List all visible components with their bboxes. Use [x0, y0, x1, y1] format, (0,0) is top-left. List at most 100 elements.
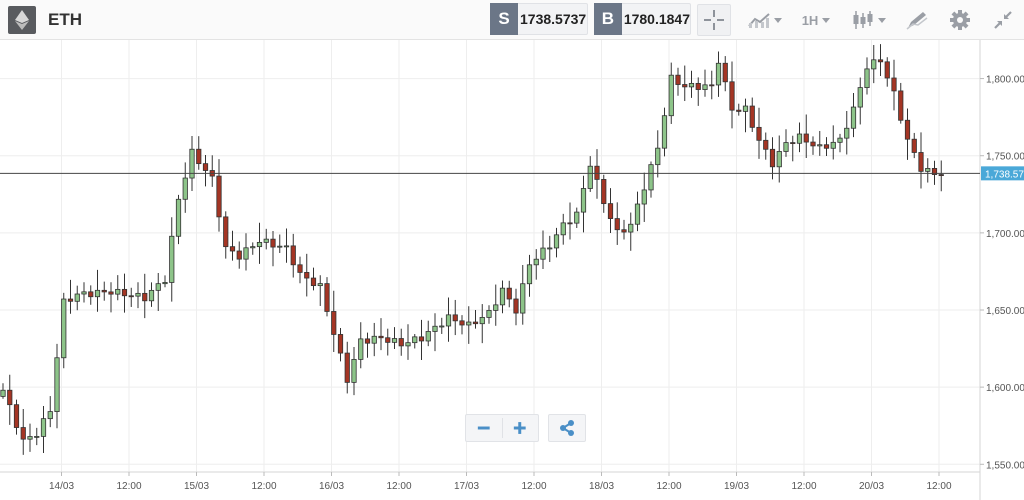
candle-body	[844, 127, 850, 139]
timeframe-label: 1H	[801, 12, 819, 28]
candle-body	[148, 289, 155, 302]
candle-body	[601, 179, 607, 205]
candle-body	[688, 82, 695, 88]
buy-price: 1780.1847	[623, 11, 690, 27]
candle-body	[655, 147, 661, 166]
candle-body	[871, 59, 877, 70]
candle-body	[830, 141, 836, 149]
candle-body	[466, 321, 472, 326]
candle-body	[499, 287, 506, 306]
candle-body	[418, 336, 425, 342]
candle-body	[891, 77, 897, 92]
crosshair-button[interactable]	[697, 4, 731, 36]
candle-body	[749, 105, 755, 128]
candle-body	[661, 115, 668, 149]
candle-body	[439, 325, 445, 328]
price-chart[interactable]: 1,800.00 1,750.00 1,700.00 1,650.00 1,600.00…	[0, 40, 1024, 500]
zoom-out-button[interactable]	[466, 415, 502, 441]
candle-body	[243, 247, 249, 260]
x-tick-label: 16/03	[319, 481, 344, 492]
sell-price: 1738.5737	[520, 11, 587, 27]
collapse-button[interactable]	[990, 4, 1016, 36]
candle-body	[88, 291, 94, 298]
sell-price-button[interactable]: S 1738.5737	[490, 3, 588, 35]
candle-body	[283, 245, 290, 248]
candle-body	[803, 133, 809, 143]
candle-body	[817, 144, 823, 147]
chart-type-button[interactable]	[744, 4, 786, 36]
candle-body	[614, 218, 620, 231]
candle-body	[850, 106, 857, 129]
candle-body	[344, 352, 350, 383]
buy-price-button[interactable]: B 1780.1847	[594, 3, 691, 35]
draw-tool-icon	[906, 12, 928, 30]
candle-body	[256, 241, 263, 248]
zoom-in-button[interactable]	[502, 415, 538, 441]
candle-body	[756, 126, 762, 141]
candle-body	[142, 292, 148, 302]
line-chart-icon	[748, 13, 770, 28]
candle-body	[0, 389, 6, 397]
candle-body	[412, 336, 418, 344]
candle-body	[317, 283, 323, 287]
candle-body	[182, 177, 188, 200]
candle-body	[911, 138, 917, 153]
current-price-tag	[981, 166, 1024, 181]
x-tick-label: 12:00	[521, 481, 546, 492]
chart-toolbar: ETH S 1738.5737 B 1780.1847 1H	[0, 0, 1024, 40]
candle-body	[263, 238, 269, 243]
candle-body	[20, 427, 26, 440]
candle-body	[506, 287, 512, 300]
candle-body	[67, 298, 74, 302]
candle-body	[290, 245, 296, 266]
candle-body	[513, 298, 519, 314]
candle-body	[675, 74, 681, 85]
settings-button[interactable]	[946, 4, 974, 36]
candle-body	[729, 81, 735, 111]
candle-body	[682, 84, 688, 88]
candle-body	[560, 222, 566, 236]
timeframe-select[interactable]: 1H	[798, 4, 834, 36]
y-tick-label: 1,600.00	[986, 383, 1024, 394]
x-tick-label: 20/03	[859, 481, 884, 492]
candle-body	[371, 335, 377, 344]
candle-body	[229, 246, 236, 252]
candle-body	[61, 298, 67, 359]
candle-body	[641, 189, 647, 205]
candle-style-button[interactable]	[848, 4, 890, 36]
share-button[interactable]	[548, 414, 586, 442]
candle-body	[837, 137, 843, 143]
gear-icon	[950, 10, 970, 30]
candle-body	[270, 238, 276, 248]
draw-tool-button[interactable]	[902, 4, 932, 36]
x-tick-label: 12:00	[926, 481, 951, 492]
x-tick-label: 14/03	[49, 481, 74, 492]
candle-body	[128, 295, 134, 298]
candle-body	[101, 289, 107, 293]
candle-body	[472, 321, 479, 325]
candle-body	[405, 342, 411, 347]
candle-body	[790, 142, 796, 144]
candle-body	[486, 310, 492, 318]
x-tick-label: 19/03	[724, 481, 749, 492]
candle-body	[459, 320, 465, 326]
candle-body	[823, 144, 830, 149]
candle-body	[432, 325, 438, 332]
candle-body	[337, 334, 344, 354]
candle-body	[540, 247, 546, 260]
y-tick-label: 1,550.00	[986, 460, 1024, 471]
candle-body	[479, 317, 485, 325]
candle-body	[115, 288, 121, 295]
candle-body	[54, 357, 60, 412]
candle-body	[74, 293, 80, 302]
candle-body	[547, 247, 553, 250]
candle-body	[533, 258, 539, 266]
candle-body	[94, 289, 101, 298]
candle-body	[351, 359, 357, 383]
buy-tag: B	[594, 3, 622, 35]
candle-body	[567, 222, 573, 225]
candle-body	[938, 174, 944, 176]
candle-body	[493, 304, 499, 311]
candle-body	[47, 411, 53, 420]
zoom-controls	[465, 414, 539, 442]
